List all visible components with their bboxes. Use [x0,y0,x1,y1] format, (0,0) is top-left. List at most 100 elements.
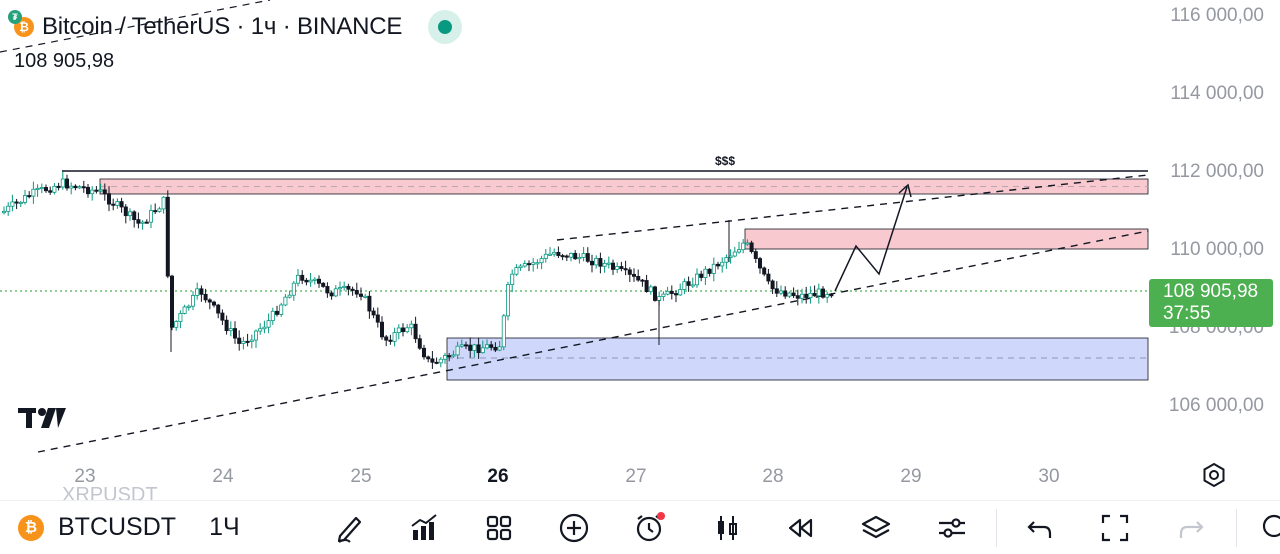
liquidity-label: $$$ [715,154,735,168]
candle-body [501,315,506,348]
candle-body [157,208,162,212]
candle-body [447,355,452,358]
candle-body [384,336,389,341]
candle-body [657,296,662,301]
candle-body [766,273,771,282]
symbol-selector[interactable]: ₿ BTCUSDT [18,513,176,542]
candle-body [2,210,7,214]
toolbar-divider [996,509,997,547]
candle-body [81,186,86,189]
candle-body [27,195,32,198]
candle-body [615,266,620,270]
candle-body [745,242,750,245]
projection-arrowhead [898,183,912,198]
candle-body [724,257,729,263]
candle-body [644,280,649,293]
candle-body [249,339,254,342]
trendline-old [0,0,271,53]
candle-body [409,323,414,329]
undo-icon[interactable] [1024,512,1056,544]
candle-body [707,268,712,274]
candle-body [316,278,321,284]
candle-body [287,294,292,298]
candle-body [119,201,124,208]
candle-body [665,290,670,295]
candle-body [107,193,112,205]
candle-body [573,252,578,260]
candle-body [220,312,225,321]
candle-body [346,285,351,290]
candle-body [232,328,237,339]
candle-body [279,304,284,315]
layers-icon[interactable] [860,512,892,544]
chart-area[interactable]: 116 000,00 114 000,00 112 000,00 110 000,00… [0,0,1280,497]
price-axis-label: 116 000,00 [1170,5,1264,26]
market-status-indicator[interactable] [428,10,463,44]
candle-body [73,185,78,189]
candle-body [186,305,191,308]
replay-icon[interactable] [784,512,816,544]
candle-body [606,262,611,265]
add-icon[interactable] [558,512,590,544]
interval-selector[interactable]: 1Ч [209,513,240,541]
candle-body [737,249,742,253]
candle-body [18,202,23,205]
candle-body [669,290,674,294]
candle-body [371,310,376,316]
candle-body [132,211,137,221]
candle-body [619,266,624,270]
candle-body [682,281,687,290]
candle-body [10,201,15,207]
candle-body [472,344,477,351]
candle-body [379,321,384,338]
candle-body [459,344,464,347]
candles-icon[interactable] [711,512,743,544]
candle-body [396,327,401,333]
candle-body [484,344,489,349]
symbol-header[interactable]: ₿ ₮ Bitcoin / TetherUS · 1ч · BINANCE [8,10,463,44]
candle-body [241,340,246,344]
candle-body [228,328,233,332]
candle-body [367,295,372,312]
chart-settings-button[interactable] [1201,462,1227,488]
candle-body [392,332,397,342]
candle-body [468,344,473,351]
candle-body [283,296,288,306]
candle-body [585,253,590,262]
candle-body [779,290,784,294]
candle-body [510,273,515,285]
search-icon[interactable] [1258,512,1280,544]
candle-body [60,178,65,188]
candle-body [695,273,700,286]
candle-body [825,294,830,298]
indicators-icon[interactable] [408,512,440,544]
redo-icon[interactable] [1175,512,1207,544]
time-axis-label: 23 [74,466,95,487]
candle-body [312,278,317,281]
candle-body [741,242,746,251]
grid-layout-icon[interactable] [483,512,515,544]
candle-body [224,319,229,332]
settings-sliders-icon[interactable] [936,512,968,544]
price-chart[interactable]: 116 000,00 114 000,00 112 000,00 110 000,00… [0,0,1280,497]
candle-body [594,258,599,266]
candle-body [203,293,208,301]
candle-body [69,185,74,189]
candle-body [690,284,695,287]
time-axis-label: 25 [350,466,371,487]
drawing-pen-icon[interactable] [334,512,366,544]
candle-body [48,190,53,193]
candle-body [821,288,826,298]
candle-body [358,293,363,297]
candle-body [451,354,456,357]
candle-body [98,189,103,192]
candle-body [774,288,779,294]
candle-body [749,242,754,252]
chart-title: Bitcoin / TetherUS · 1ч · BINANCE [42,13,403,40]
demand-zone [446,337,1149,381]
alert-clock-icon[interactable] [633,512,665,544]
fullscreen-icon[interactable] [1099,512,1131,544]
candle-body [144,221,149,224]
candle-body [148,210,153,223]
candle-body [711,263,716,274]
